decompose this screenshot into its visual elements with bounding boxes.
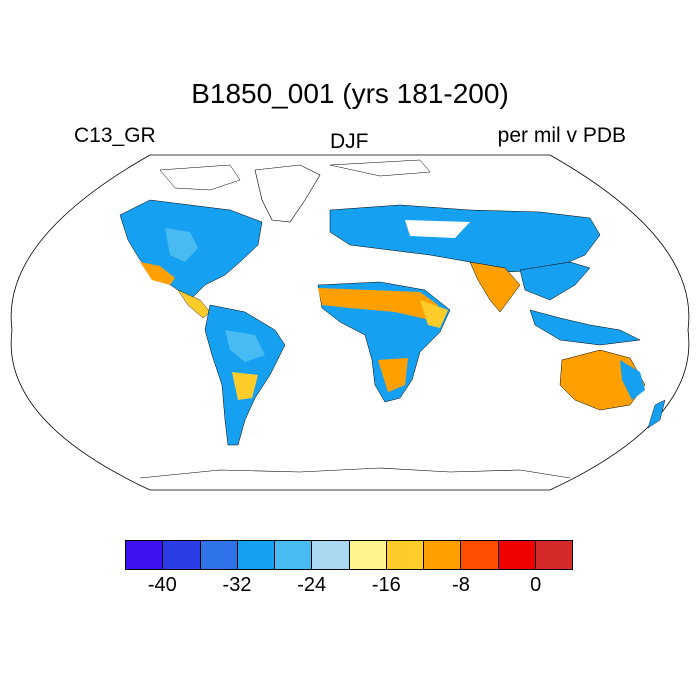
colorbar-tick-label: -16 bbox=[371, 574, 401, 596]
colorbar-tick-label: -8 bbox=[452, 574, 470, 596]
se-asia-islands bbox=[529, 309, 641, 346]
colorbar-swatch bbox=[386, 541, 424, 569]
mexico-dry bbox=[140, 262, 175, 285]
central-america bbox=[177, 289, 211, 319]
colorbar-tick-label: 0 bbox=[530, 574, 542, 596]
colorbar-tick-label: -24 bbox=[297, 574, 327, 596]
units-label: per mil v PDB bbox=[497, 124, 626, 147]
new-zealand bbox=[647, 399, 666, 429]
colorbar-swatch bbox=[349, 541, 387, 569]
antarctica bbox=[139, 467, 571, 479]
colorbar-swatch bbox=[498, 541, 536, 569]
season-label: DJF bbox=[330, 130, 369, 153]
arctic-islands bbox=[159, 159, 431, 191]
colorbar-swatch bbox=[424, 541, 462, 569]
eurasia-snow bbox=[325, 220, 470, 282]
colorbar-tick-label: -32 bbox=[222, 574, 252, 596]
colorbar-swatch bbox=[163, 541, 201, 569]
north-america-light bbox=[165, 228, 198, 262]
east-asia bbox=[519, 261, 591, 301]
south-america-light bbox=[225, 330, 265, 362]
greenland-outline bbox=[254, 164, 321, 223]
colorbar-swatch bbox=[126, 541, 164, 569]
australia-wet bbox=[620, 360, 645, 400]
south-america-dry bbox=[232, 372, 258, 400]
colorbar-swatch bbox=[312, 541, 350, 569]
horn-africa-dry bbox=[420, 300, 448, 328]
colorbar bbox=[125, 540, 573, 570]
india bbox=[469, 261, 521, 313]
southern-africa-dry bbox=[378, 358, 408, 392]
colorbar-swatch bbox=[461, 541, 499, 569]
colorbar-swatch bbox=[200, 541, 238, 569]
map-title: B1850_001 (yrs 181-200) bbox=[191, 78, 509, 109]
colorbar-tick-label: -40 bbox=[147, 574, 177, 596]
colorbar-swatch bbox=[237, 541, 275, 569]
sahel-dry bbox=[318, 288, 438, 320]
variable-label: C13_GR bbox=[74, 124, 156, 147]
colorbar-swatch bbox=[275, 541, 313, 569]
colorbar-swatch bbox=[535, 541, 572, 569]
